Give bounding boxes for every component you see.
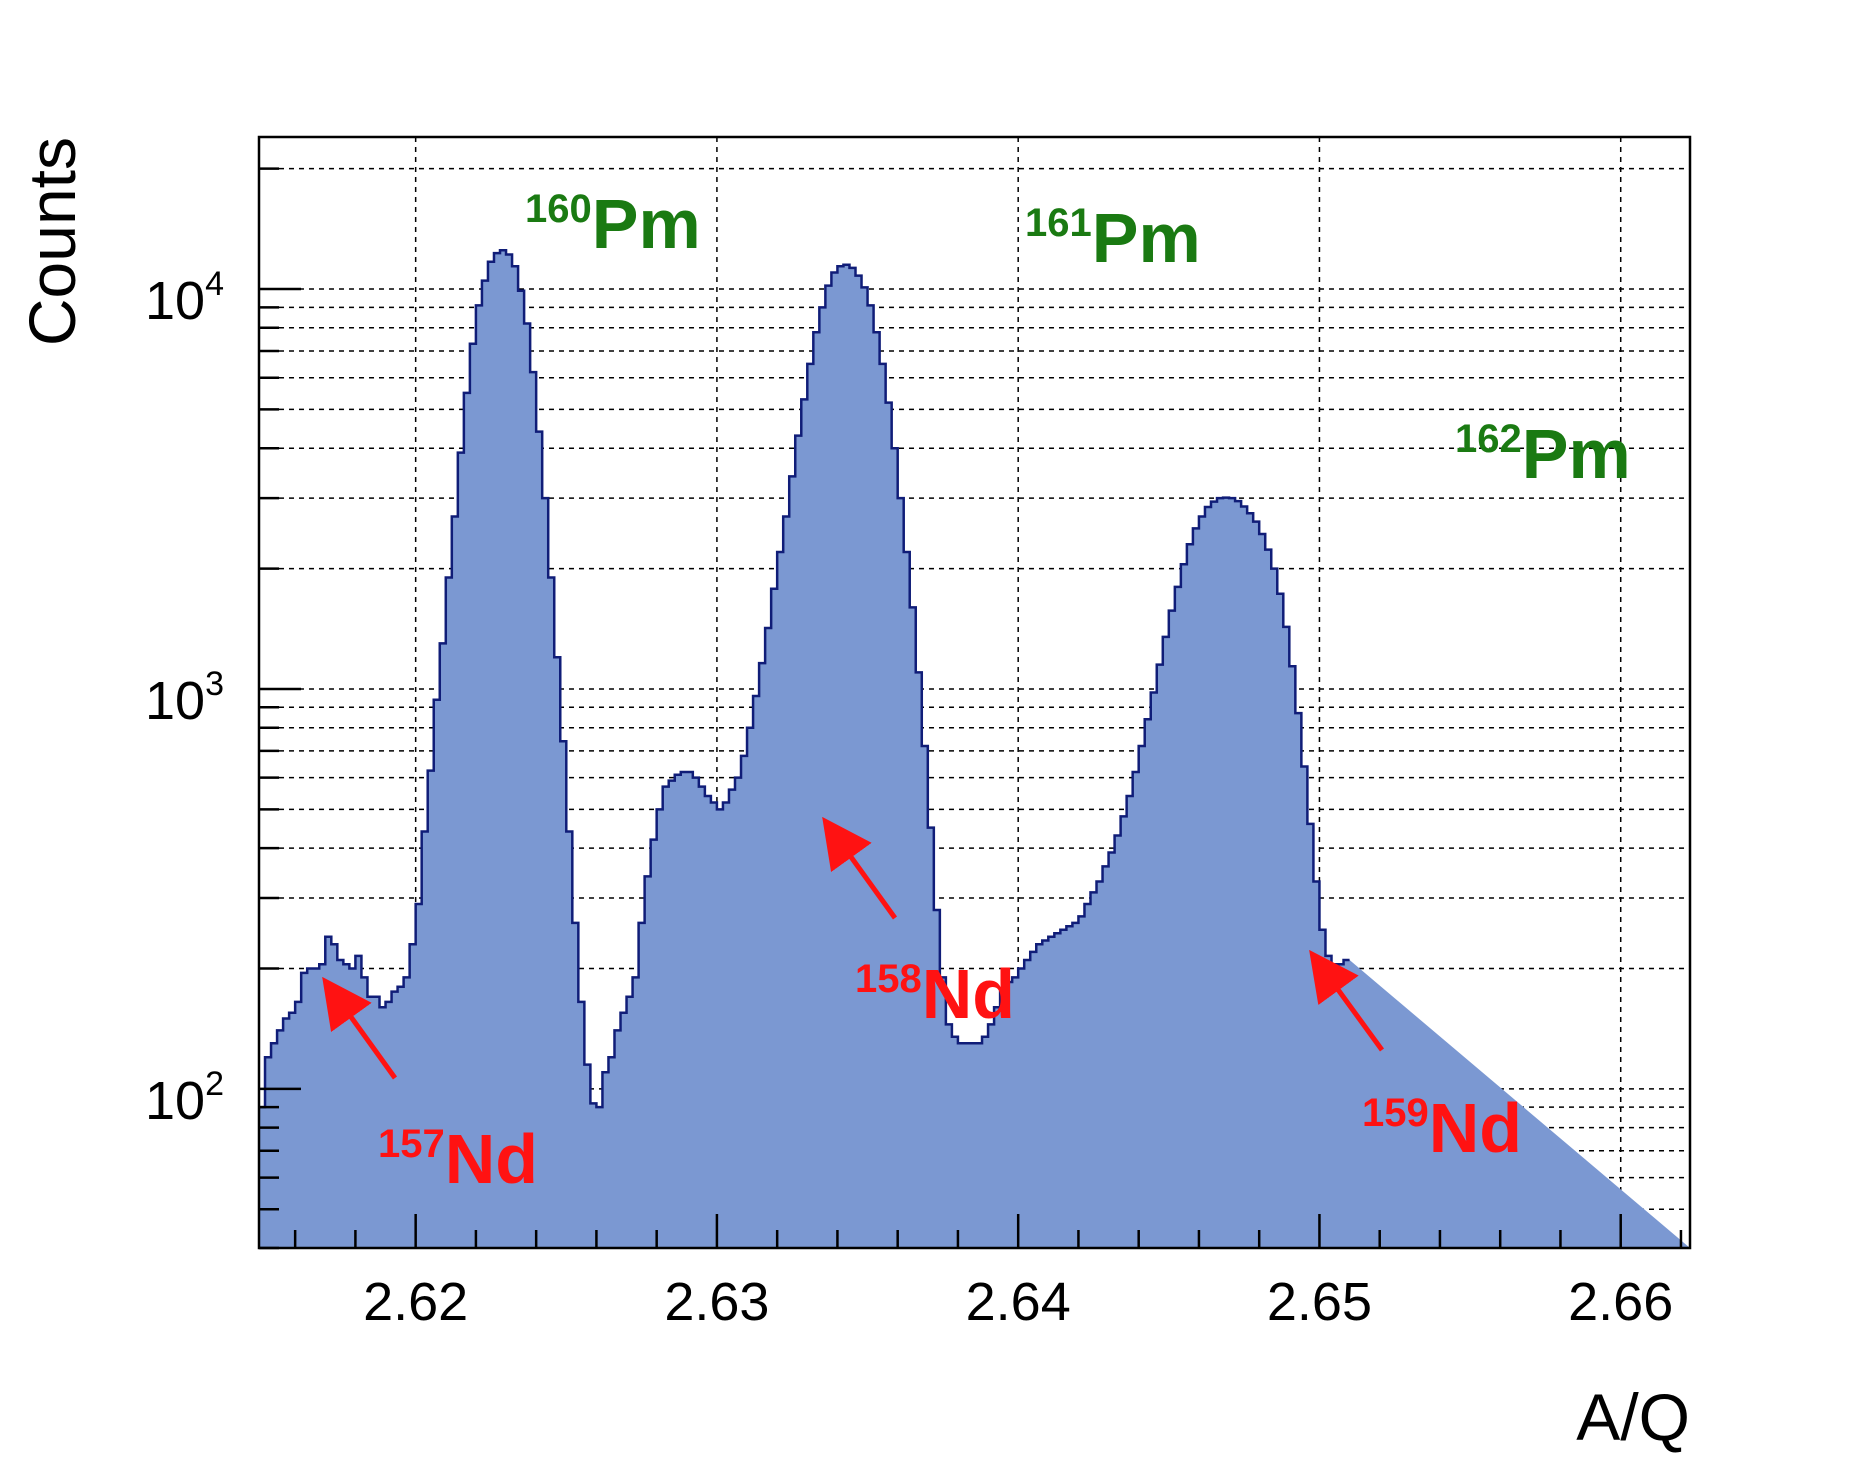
isotope-mass: 162 xyxy=(1455,417,1522,461)
isotope-mass: 158 xyxy=(855,957,922,1001)
annotation-label-159nd: 159Nd xyxy=(1362,1089,1522,1167)
y-tick-base: 10 xyxy=(145,671,205,731)
x-tick-label: 2.65 xyxy=(1267,1272,1372,1332)
peak-label-162pm: 162Pm xyxy=(1455,415,1631,493)
annotation-arrow-158nd xyxy=(822,816,898,920)
axis-ticks xyxy=(259,167,1683,1250)
peak-label-160pm: 160Pm xyxy=(525,185,701,263)
x-tick-label: 2.62 xyxy=(363,1272,468,1332)
element-symbol: Pm xyxy=(592,185,701,263)
annotation-label-158nd: 158Nd xyxy=(855,955,1015,1033)
y-tick-exponent: 3 xyxy=(205,665,224,703)
x-tick-label: 2.63 xyxy=(664,1272,769,1332)
y-axis-tick-labels: 102 103 104 xyxy=(145,265,224,1131)
isotope-mass: 160 xyxy=(525,187,592,231)
annotation-arrow-159nd xyxy=(1309,949,1385,1052)
y-tick-label: 103 xyxy=(145,665,224,731)
y-tick-exponent: 4 xyxy=(205,265,224,303)
element-symbol: Nd xyxy=(1429,1089,1522,1167)
y-tick-exponent: 2 xyxy=(205,1065,224,1103)
element-symbol: Nd xyxy=(922,955,1015,1033)
peak-label-161pm: 161Pm xyxy=(1025,199,1201,277)
y-axis-title: Counts xyxy=(15,137,89,346)
x-axis-tick-labels: 2.62 2.63 2.64 2.65 2.66 xyxy=(363,1272,1673,1332)
x-axis-title: A/Q xyxy=(1576,1380,1690,1454)
isotope-mass: 161 xyxy=(1025,201,1092,245)
annotation-label-157nd: 157Nd xyxy=(378,1120,538,1198)
x-tick-label: 2.66 xyxy=(1568,1272,1673,1332)
plot-frame xyxy=(257,135,1692,1250)
y-tick-base: 10 xyxy=(145,1071,205,1131)
isotope-mass: 159 xyxy=(1362,1091,1429,1135)
isotope-mass: 157 xyxy=(378,1122,445,1166)
element-symbol: Pm xyxy=(1092,199,1201,277)
annotation-arrow-157nd xyxy=(322,976,398,1080)
histogram-outline xyxy=(259,249,1350,1109)
y-tick-base: 10 xyxy=(145,271,205,331)
element-symbol: Pm xyxy=(1522,415,1631,493)
y-tick-label: 102 xyxy=(145,1065,224,1131)
element-symbol: Nd xyxy=(445,1120,538,1198)
y-tick-label: 104 xyxy=(145,265,224,331)
x-tick-label: 2.64 xyxy=(966,1272,1071,1332)
